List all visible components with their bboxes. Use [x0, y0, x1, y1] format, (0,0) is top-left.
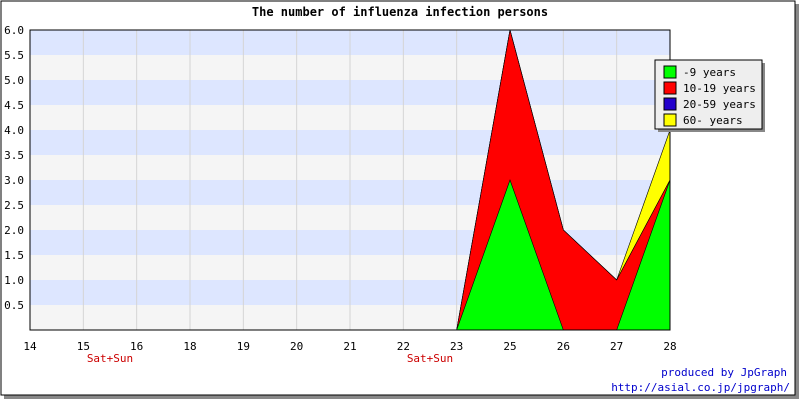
x-tick-label: 28 [663, 340, 676, 353]
legend-items: -9 years 10-19 years 20-59 years 60- years [663, 65, 756, 127]
y-tick-label: 5.5 [4, 49, 24, 62]
x-tick-label: 14 [23, 340, 37, 353]
footer-produced-by: produced by JpGraph [661, 366, 787, 379]
y-tick-label: 0.5 [4, 299, 24, 312]
legend-label: 10-19 years [683, 82, 756, 95]
chart-title: The number of influenza infection person… [252, 5, 548, 19]
x-tick-label: 23 [450, 340, 463, 353]
x-tick-label: 27 [610, 340, 623, 353]
legend-swatch [663, 113, 677, 127]
weekend-labels: Sat+Sun Sat+Sun [87, 352, 453, 365]
legend-label: 20-59 years [683, 98, 756, 111]
x-tick-label: 21 [343, 340, 356, 353]
x-tick-label: 19 [237, 340, 250, 353]
legend-swatch [663, 81, 677, 95]
x-tick-label: 22 [397, 340, 410, 353]
y-tick-label: 6.0 [4, 24, 24, 37]
plot-border [29, 29, 671, 331]
y-tick-label: 3.0 [4, 174, 24, 187]
x-tick-label: 18 [183, 340, 196, 353]
y-tick-label: 3.5 [4, 149, 24, 162]
y-tick-label: 4.0 [4, 124, 24, 137]
y-tick-label: 2.0 [4, 224, 24, 237]
x-tick-label: 16 [130, 340, 143, 353]
y-tick-label: 1.0 [4, 274, 24, 287]
footer-url: http://asial.co.jp/jpgraph/ [611, 381, 790, 394]
y-tick-labels: 0.5 1.0 1.5 2.0 2.5 3.0 3.5 4.0 4.5 5.0 5.5 6.0 [4, 24, 24, 312]
weekend-label: Sat+Sun [407, 352, 453, 365]
x-tick-label: 26 [557, 340, 570, 353]
x-tick-labels: 14 15 16 18 19 20 21 22 23 25 26 27 28 [23, 340, 676, 353]
x-tick-label: 25 [503, 340, 516, 353]
legend-label: 60- years [683, 114, 743, 127]
legend-swatch [663, 97, 677, 111]
y-tick-label: 5.0 [4, 74, 24, 87]
weekend-label: Sat+Sun [87, 352, 133, 365]
legend-swatch [663, 65, 677, 79]
x-tick-label: 20 [290, 340, 303, 353]
legend: -9 years 10-19 years 20-59 years 60- years [654, 59, 765, 132]
legend-label: -9 years [683, 66, 736, 79]
x-tick-label: 15 [77, 340, 90, 353]
y-tick-label: 4.5 [4, 99, 24, 112]
y-tick-label: 1.5 [4, 249, 24, 262]
y-tick-label: 2.5 [4, 199, 24, 212]
